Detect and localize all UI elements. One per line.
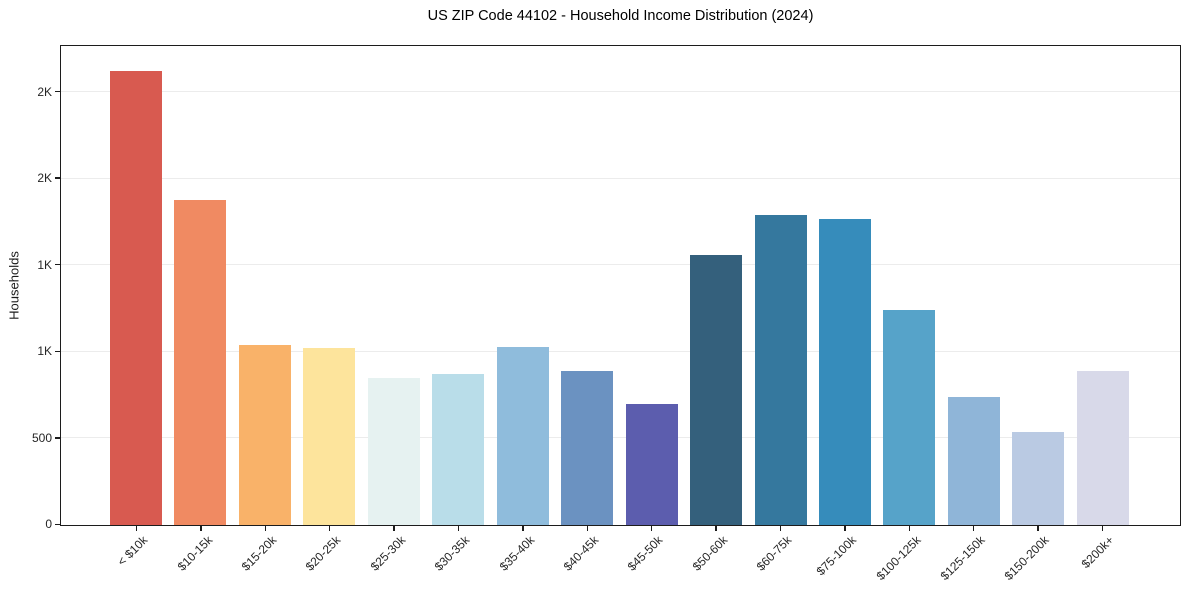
y-tick-mark — [55, 177, 60, 179]
y-tick-mark — [55, 523, 60, 526]
x-tick-mark — [715, 526, 717, 531]
x-tick-mark — [586, 526, 588, 531]
x-tick-label-text: $60-75k — [753, 533, 795, 574]
gridline — [61, 91, 1180, 93]
bar-$200k+ — [1076, 370, 1129, 525]
x-tick-mark — [135, 526, 138, 531]
y-tick-label: 500 — [31, 430, 52, 445]
y-tick-mark — [55, 350, 60, 352]
bar-$75-100k — [818, 218, 871, 525]
x-tick-mark — [1101, 526, 1104, 531]
bar-$20-25k — [303, 348, 356, 525]
bar-$15-20k — [238, 345, 291, 525]
x-tick-label-text: $150-200k — [1001, 533, 1052, 584]
chart-title: US ZIP Code 44102 - Household Income Dis… — [427, 8, 814, 24]
x-tick-mark — [200, 526, 202, 531]
x-tick-label-text: $25-30k — [367, 533, 409, 574]
plot-area — [60, 45, 1181, 526]
x-tick-mark — [1037, 526, 1039, 531]
y-tick-label: 2K — [37, 84, 52, 99]
bar-$100-125k — [883, 310, 936, 525]
x-tick-label-text: $10-15k — [174, 533, 215, 574]
bar-$150-200k — [1012, 432, 1065, 525]
bar-$125-150k — [947, 396, 1000, 525]
x-tick-label-text: $35-40k — [496, 533, 537, 574]
bar-$25-30k — [367, 377, 420, 525]
x-tick-label-text: $50-60k — [689, 533, 730, 574]
x-tick-label-text: $40-45k — [560, 533, 602, 574]
x-tick-label-text: $30-35k — [431, 533, 473, 574]
y-tick-mark — [55, 264, 60, 266]
x-tick-mark — [457, 526, 460, 531]
x-tick-mark — [522, 526, 524, 531]
x-tick-mark — [264, 526, 267, 531]
gridline — [61, 177, 1180, 179]
bar-$50-60k — [690, 254, 743, 525]
x-tick-mark — [393, 526, 395, 531]
x-tick-label-text: $15-20k — [238, 533, 280, 574]
y-axis-label: Households — [6, 251, 22, 320]
y-tick-label: 2K — [37, 171, 52, 186]
bar-$30-35k — [432, 373, 485, 525]
x-tick-mark — [329, 526, 331, 531]
x-tick-label-text: $75-100k — [813, 533, 859, 579]
gridline — [61, 350, 1180, 352]
y-tick-label: 0 — [45, 517, 52, 532]
x-tick-mark — [972, 526, 975, 531]
bars-layer — [61, 46, 1180, 525]
x-tick-label-text: < $10k — [114, 533, 151, 569]
bar-$10-15k — [174, 200, 227, 525]
bar-< $10k — [110, 70, 162, 525]
x-tick-mark — [779, 526, 782, 531]
bar-$45-50k — [625, 403, 678, 525]
x-tick-mark — [844, 526, 846, 531]
x-tick-label-text: $100-125k — [873, 533, 924, 584]
y-tick-mark — [55, 437, 60, 439]
gridline — [61, 264, 1180, 266]
bar-$40-45k — [561, 370, 614, 525]
x-tick-mark — [908, 526, 910, 531]
y-tick-label: 1K — [37, 344, 52, 359]
gridline — [61, 437, 1180, 439]
x-tick-label-text: $45-50k — [625, 533, 666, 574]
x-tick-mark — [650, 526, 653, 531]
y-tick-mark — [55, 90, 60, 93]
x-tick-label-text: $125-150k — [937, 533, 988, 584]
bar-$35-40k — [496, 346, 549, 525]
bar-$60-75k — [754, 215, 807, 525]
x-tick-label-text: $200k+ — [1078, 533, 1117, 571]
x-tick-label-text: $20-25k — [303, 533, 344, 574]
y-tick-label: 1K — [37, 257, 52, 272]
